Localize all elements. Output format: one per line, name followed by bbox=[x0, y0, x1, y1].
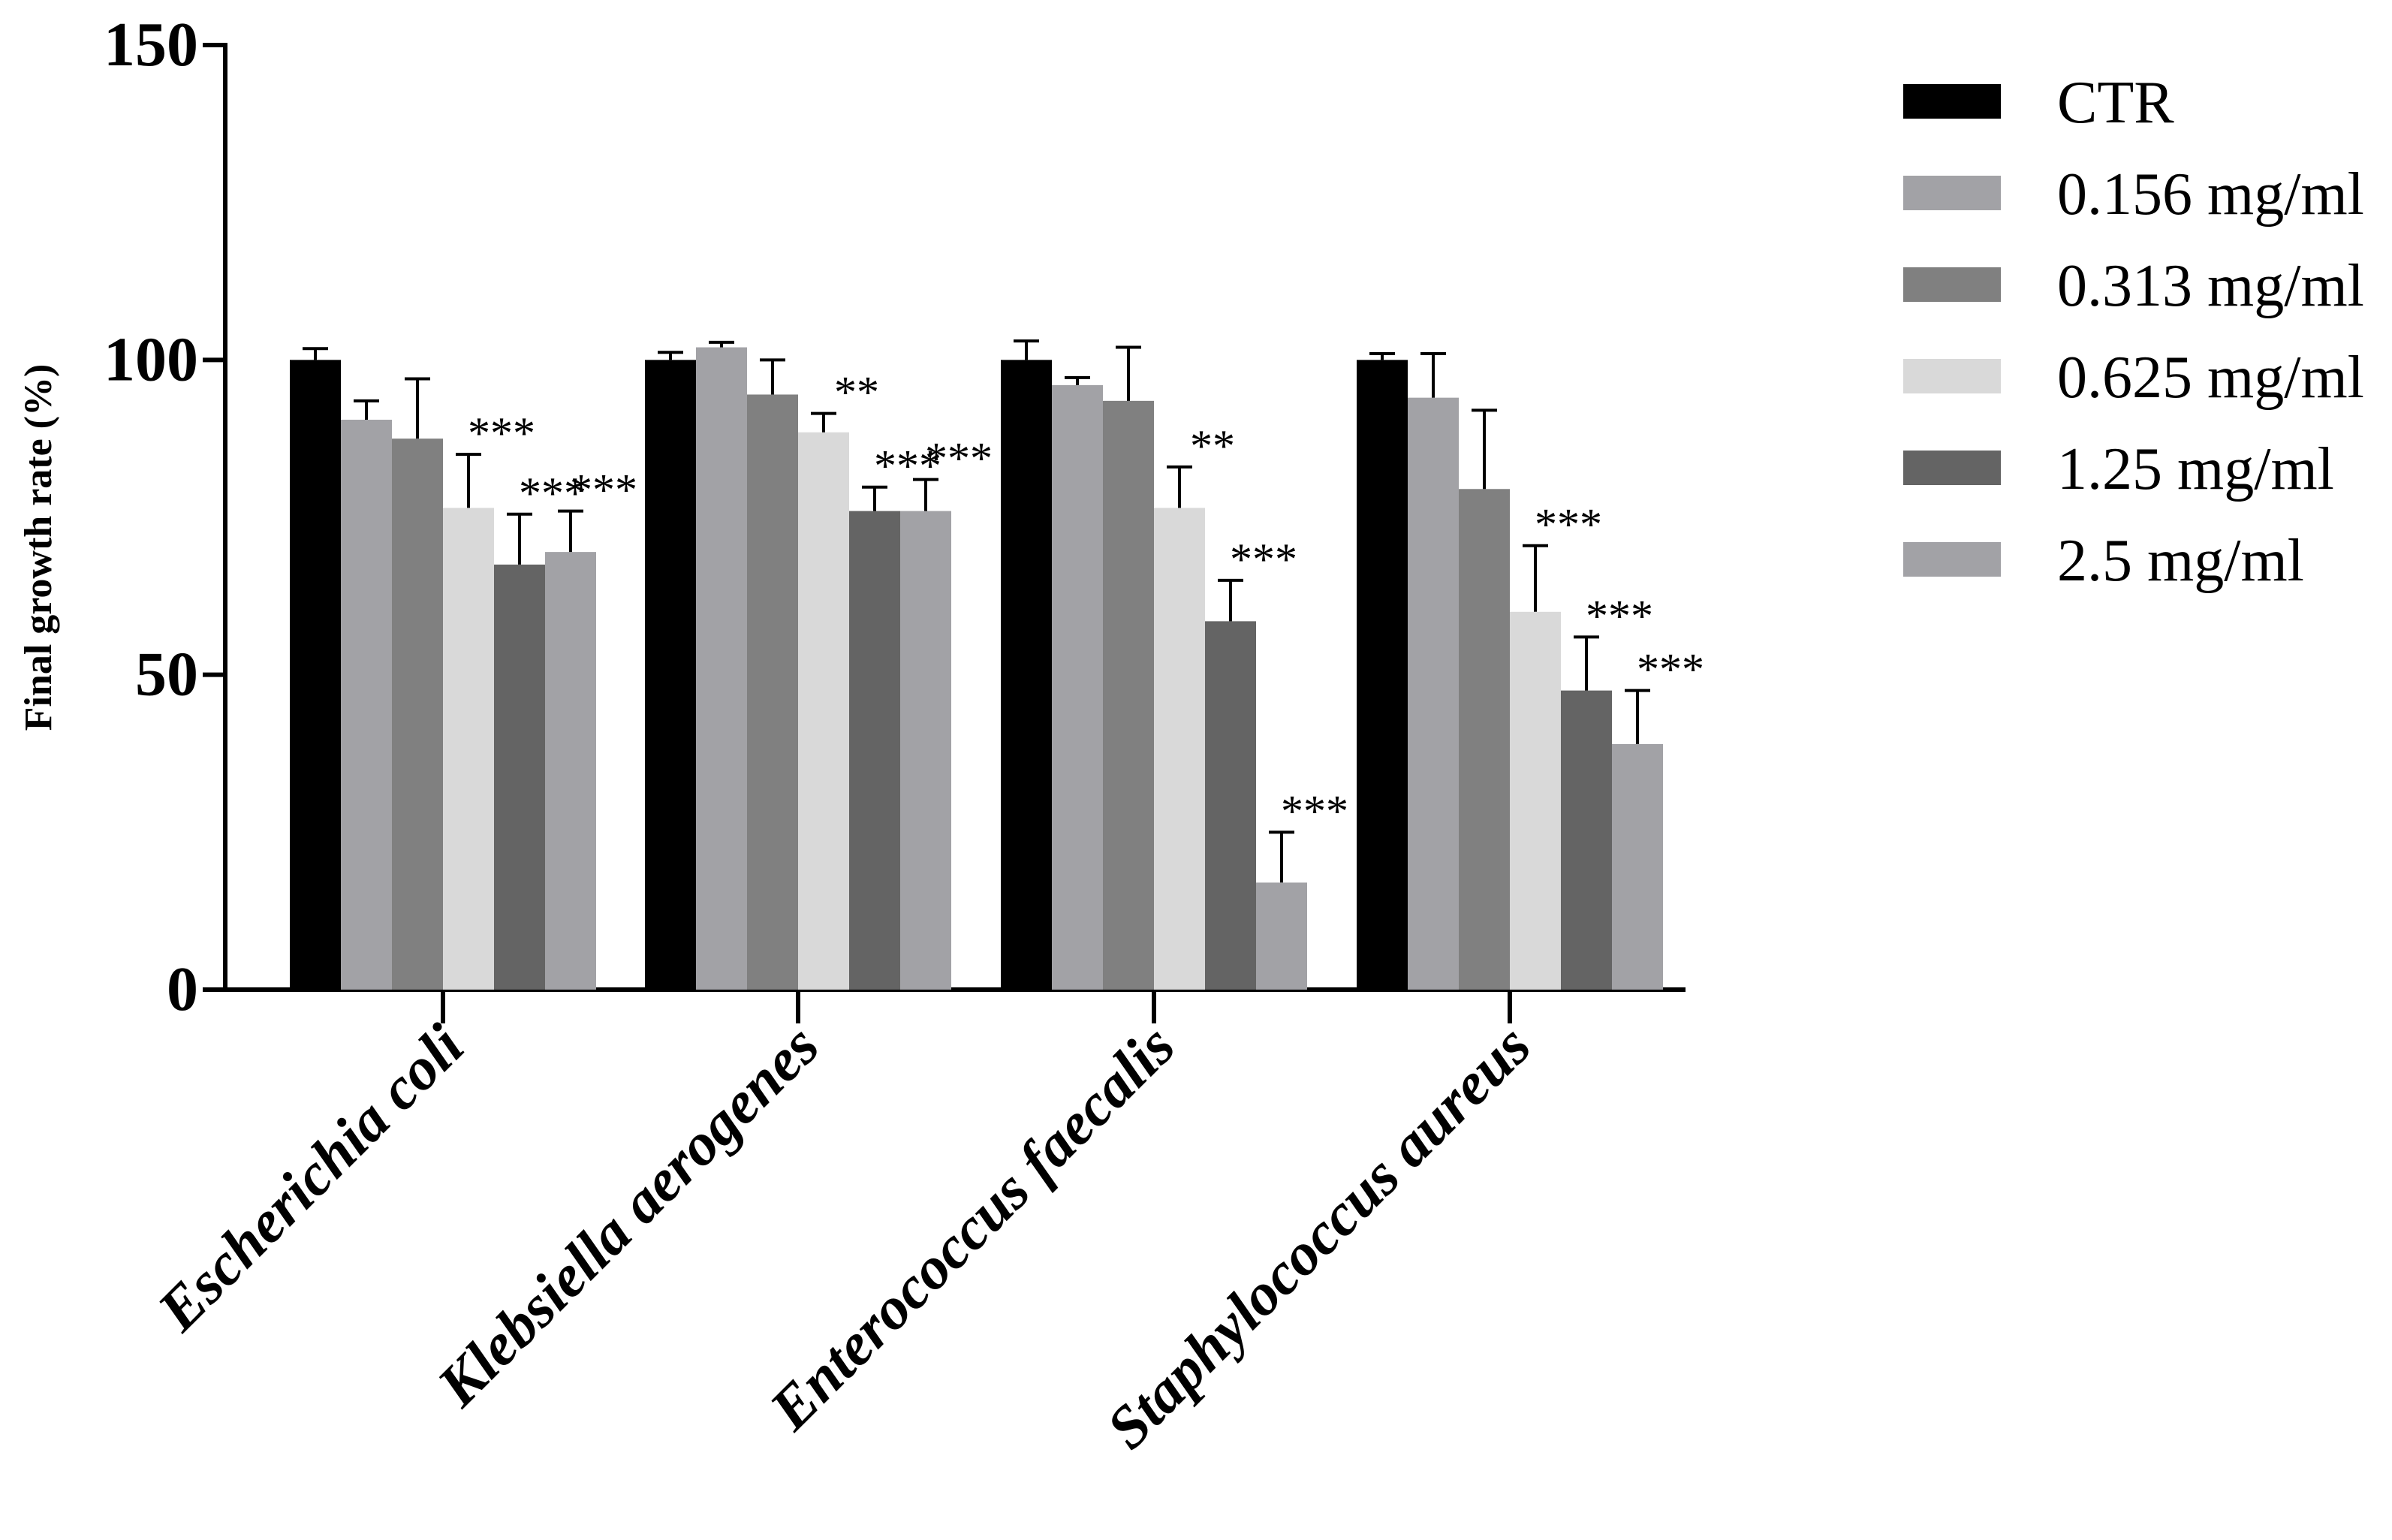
legend-label: CTR bbox=[2057, 70, 2174, 136]
legend: CTR 0.156 mg/ml 0.313 mg/ml 0.625 mg/ml 1.25… bbox=[1903, 70, 2364, 594]
significance-label: *** bbox=[874, 442, 941, 491]
legend-label: 1.25 mg/ml bbox=[2057, 436, 2334, 502]
y-tick-label: 0 bbox=[167, 954, 198, 1024]
legend-swatch bbox=[1903, 84, 2001, 119]
significance-label: *** bbox=[519, 469, 586, 518]
bar bbox=[696, 347, 747, 990]
legend-swatch bbox=[1903, 542, 2001, 577]
bar bbox=[1256, 882, 1307, 990]
significance-label: *** bbox=[1230, 535, 1297, 584]
significance-label: *** bbox=[925, 434, 993, 484]
category-label: Klebsiella aerogenes bbox=[425, 1013, 832, 1420]
y-axis-label: Final growth rate (%) bbox=[17, 364, 60, 731]
bar bbox=[494, 564, 545, 990]
bar bbox=[1154, 508, 1205, 990]
significance-label: ** bbox=[834, 368, 879, 417]
y-tick-label: 50 bbox=[135, 640, 198, 710]
bar bbox=[1510, 611, 1561, 990]
y-tick-label: 100 bbox=[104, 324, 198, 394]
category-label: Escherichia coli bbox=[145, 1013, 477, 1345]
bar bbox=[1459, 489, 1510, 990]
bar bbox=[798, 432, 849, 990]
significance-label: *** bbox=[1586, 591, 1653, 640]
legend-label: 2.5 mg/ml bbox=[2057, 528, 2304, 594]
significance-label: *** bbox=[1535, 500, 1602, 550]
bar bbox=[1205, 621, 1256, 990]
y-tick-label: 150 bbox=[104, 10, 198, 80]
legend-swatch bbox=[1903, 267, 2001, 302]
bar bbox=[1357, 360, 1408, 990]
bar bbox=[1561, 690, 1612, 990]
legend-label: 0.313 mg/ml bbox=[2057, 253, 2364, 319]
bar bbox=[747, 394, 798, 990]
bar bbox=[443, 508, 494, 990]
bar bbox=[1001, 360, 1052, 990]
bar bbox=[392, 438, 443, 990]
significance-label: *** bbox=[1281, 786, 1348, 836]
significance-label: ** bbox=[1190, 421, 1235, 471]
bar bbox=[1612, 743, 1663, 990]
bar bbox=[1408, 397, 1459, 990]
bar bbox=[290, 360, 341, 990]
bar bbox=[900, 511, 951, 990]
legend-swatch bbox=[1903, 176, 2001, 210]
bar bbox=[545, 552, 596, 990]
legend-label: 0.625 mg/ml bbox=[2057, 345, 2364, 411]
significance-label: *** bbox=[1637, 645, 1704, 695]
bars bbox=[290, 339, 1663, 990]
category-label: Enterococcus faecalis bbox=[757, 1013, 1188, 1444]
bar bbox=[645, 360, 696, 990]
legend-swatch bbox=[1903, 359, 2001, 393]
bar bbox=[1103, 400, 1154, 990]
legend-label: 0.156 mg/ml bbox=[2057, 161, 2364, 228]
bar bbox=[341, 420, 392, 990]
significance-label: *** bbox=[468, 408, 535, 458]
significance-label: *** bbox=[570, 466, 637, 515]
legend-swatch bbox=[1903, 451, 2001, 485]
bar bbox=[849, 511, 900, 990]
bar bbox=[1052, 384, 1103, 990]
